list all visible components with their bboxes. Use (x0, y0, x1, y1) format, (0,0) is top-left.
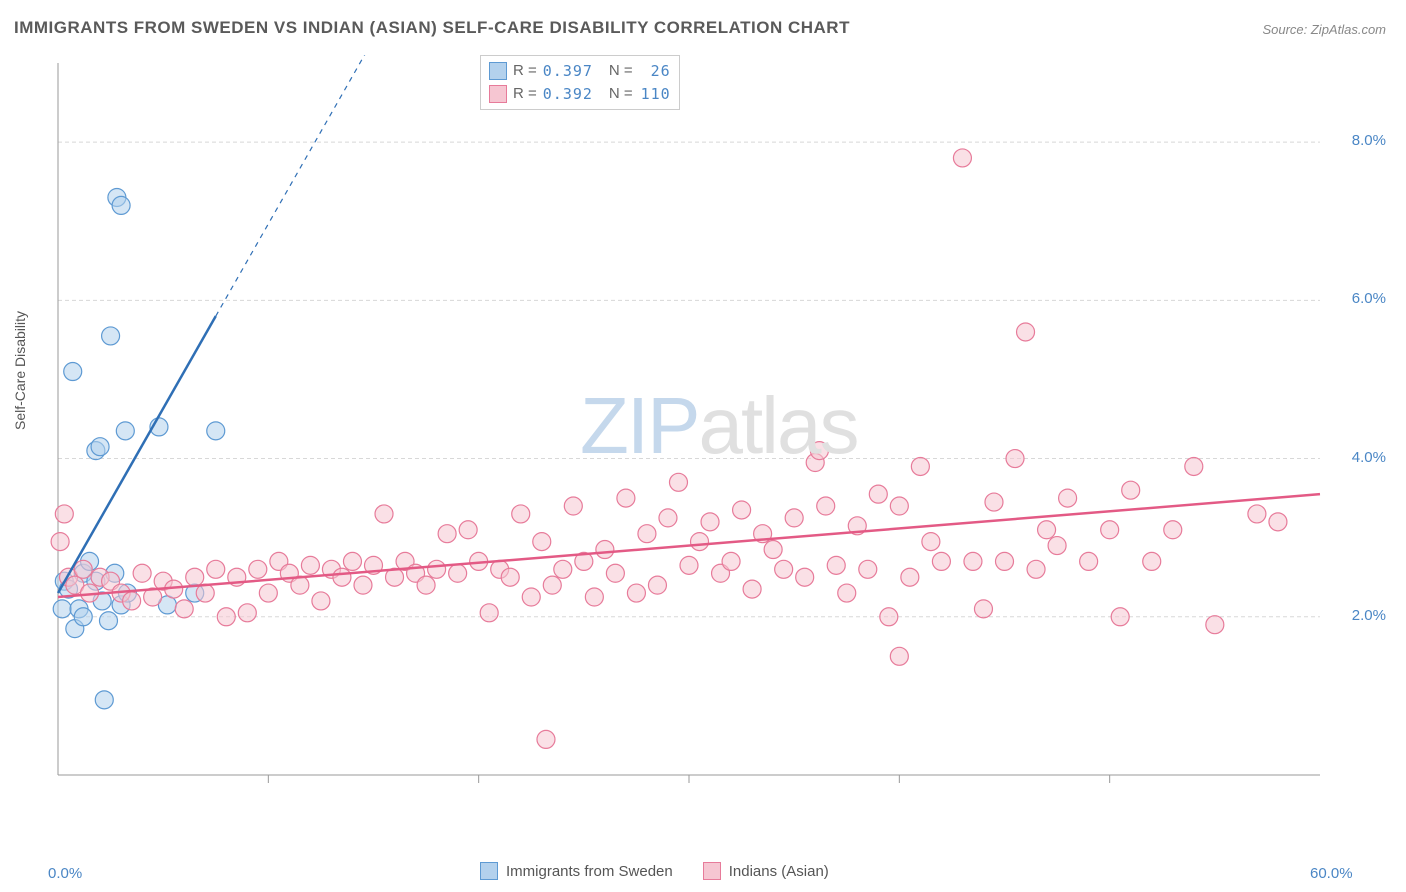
legend-item-indian: Indians (Asian) (703, 862, 829, 880)
y-tick-label: 2.0% (1352, 607, 1386, 624)
n-label: N = (609, 60, 633, 83)
series-legend: Immigrants from Sweden Indians (Asian) (480, 862, 829, 880)
y-tick-label: 6.0% (1352, 290, 1386, 307)
y-tick-label: 8.0% (1352, 132, 1386, 149)
n-label: N = (609, 83, 633, 106)
source-label: Source: ZipAtlas.com (1262, 22, 1386, 37)
n-value-sweden: 26 (639, 60, 671, 83)
y-tick-label: 4.0% (1352, 449, 1386, 466)
scatter-chart-svg (50, 55, 1380, 815)
x-tick-label: 0.0% (48, 865, 82, 882)
r-value-sweden: 0.397 (543, 60, 593, 83)
x-tick-label: 60.0% (1310, 865, 1353, 882)
swatch-indian (703, 862, 721, 880)
y-axis-label: Self-Care Disability (12, 311, 28, 430)
n-value-indian: 110 (639, 83, 671, 106)
r-label: R = (513, 83, 537, 106)
swatch-indian (489, 85, 507, 103)
legend-label-sweden: Immigrants from Sweden (506, 863, 673, 880)
chart-title: IMMIGRANTS FROM SWEDEN VS INDIAN (ASIAN)… (14, 18, 850, 38)
legend-row-indian: R = 0.392 N = 110 (489, 83, 671, 106)
r-value-indian: 0.392 (543, 83, 593, 106)
swatch-sweden (480, 862, 498, 880)
legend-item-sweden: Immigrants from Sweden (480, 862, 673, 880)
r-label: R = (513, 60, 537, 83)
legend-label-indian: Indians (Asian) (729, 863, 829, 880)
plot-area (50, 55, 1380, 815)
correlation-legend: R = 0.397 N = 26 R = 0.392 N = 110 (480, 55, 680, 110)
swatch-sweden (489, 62, 507, 80)
legend-row-sweden: R = 0.397 N = 26 (489, 60, 671, 83)
